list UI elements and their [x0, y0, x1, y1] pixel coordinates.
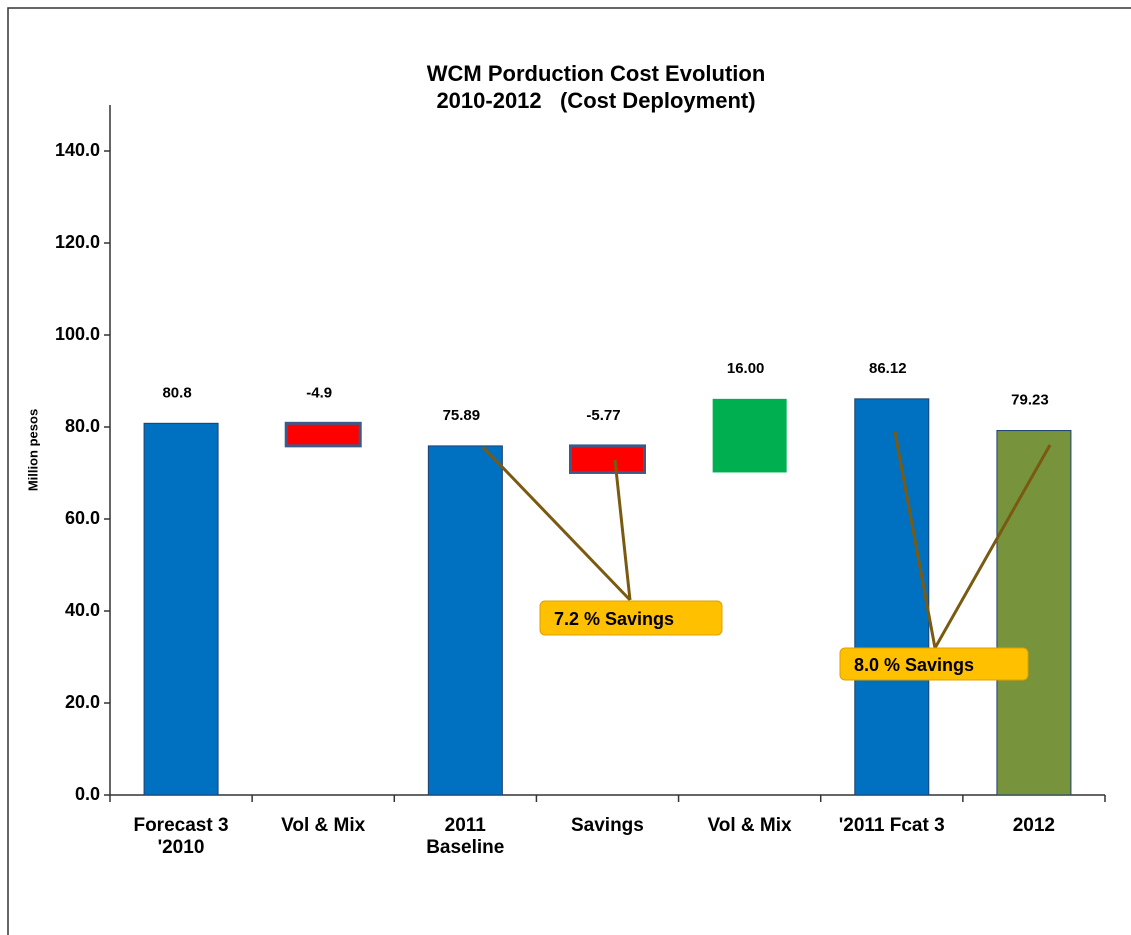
- data-label: 75.89: [443, 407, 481, 424]
- callout-line: [933, 444, 1052, 649]
- y-tick-label: 100.0: [55, 324, 100, 344]
- callout-text: 8.0 % Savings: [854, 655, 974, 675]
- bar: [143, 422, 219, 796]
- bar: [712, 398, 787, 473]
- data-label: 86.12: [869, 360, 907, 377]
- x-tick-label: '2011 Fcat 3: [838, 815, 945, 836]
- data-label: -5.77: [586, 407, 620, 424]
- data-label: 79.23: [1011, 392, 1049, 409]
- bar: [569, 444, 646, 474]
- y-tick-label: 80.0: [65, 416, 100, 436]
- chart-subtitle: 2010-2012 (Cost Deployment): [436, 88, 755, 113]
- x-tick-label: Vol & Mix: [707, 815, 792, 836]
- callout-box: [839, 647, 1029, 681]
- frame: [7, 7, 1131, 935]
- chart-title: WCM Porduction Cost Evolution: [427, 61, 766, 86]
- x-tick-label: 2012: [1012, 815, 1055, 836]
- y-tick-label: 0.0: [75, 784, 100, 804]
- x-tick-label: Forecast 3 '2010: [133, 815, 229, 858]
- callout-line: [893, 431, 937, 649]
- y-tick-label: 140.0: [55, 140, 100, 160]
- y-tick-label: 60.0: [65, 508, 100, 528]
- bar: [427, 445, 503, 796]
- y-axis-label: Million pesos: [25, 409, 40, 491]
- y-tick-label: 40.0: [65, 600, 100, 620]
- y-tick-label: 20.0: [65, 692, 100, 712]
- data-label: 80.8: [162, 384, 191, 401]
- bar: [996, 430, 1072, 796]
- x-tick-label: Vol & Mix: [281, 815, 366, 836]
- callout-text: 7.2 % Savings: [554, 609, 674, 629]
- bar: [284, 421, 362, 448]
- callout-box: [539, 600, 723, 636]
- x-tick-label: Savings: [570, 815, 644, 836]
- x-tick-label: 2011 Baseline: [426, 815, 505, 858]
- bar: [854, 398, 930, 796]
- callout-line: [613, 459, 632, 601]
- data-label: 16.00: [727, 360, 765, 377]
- data-label: -4.9: [306, 384, 332, 401]
- y-tick-label: 120.0: [55, 232, 100, 252]
- callout-line: [481, 445, 632, 602]
